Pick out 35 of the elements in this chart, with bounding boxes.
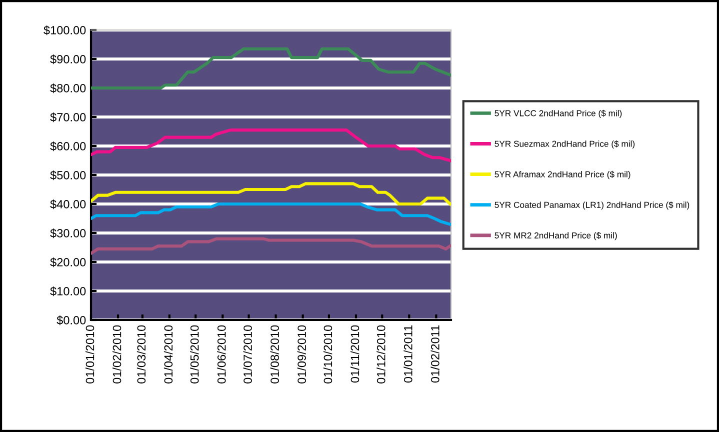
x-tick-label: 01/06/2010 (217, 325, 226, 384)
line-series (91, 182, 451, 206)
x-tick-label: 01/10/2010 (323, 325, 332, 384)
line-series (91, 202, 451, 226)
line-series (91, 237, 451, 255)
x-tick-label: 01/09/2010 (297, 325, 306, 384)
x-tick-label: 01/05/2010 (190, 325, 199, 384)
y-tick-label: $0.00 (56, 316, 86, 326)
y-tick-label: $100.00 (44, 26, 86, 36)
line-series (91, 47, 451, 90)
x-tick-label: 01/11/2010 (350, 325, 360, 383)
x-tick-label: 01/02/2010 (112, 325, 122, 384)
x-tick-label: 01/01/2010 (86, 325, 94, 384)
y-tick-label: $90.00 (50, 54, 86, 64)
line-series (91, 128, 451, 162)
x-tick-label: 01/12/2010 (376, 325, 386, 384)
y-tick-label: $40.00 (50, 200, 86, 210)
legend-label: 5YR VLCC 2ndHand Price ($ mil) (494, 110, 622, 118)
y-tick-label: $50.00 (50, 170, 86, 180)
y-tick-label: $20.00 (50, 258, 86, 268)
y-tick-label: $70.00 (50, 112, 86, 122)
legend-label: 5YR Suezmax 2ndHand Price ($ mil) (494, 140, 635, 149)
x-tick-label: 01/03/2010 (136, 325, 146, 384)
x-tick-label: 01/07/2010 (243, 325, 252, 384)
x-tick-label: 01/01/2011 (404, 325, 412, 383)
x-tick-label: 01/04/2010 (164, 325, 173, 384)
y-tick-label: $80.00 (50, 84, 86, 94)
y-tick-label: $60.00 (50, 142, 86, 152)
legend-label: 5YR Aframax 2ndHand Price ($ mil) (494, 170, 630, 180)
y-tick-label: $30.00 (50, 228, 86, 238)
legend-label: 5YR Coated Panamax (LR1) 2ndHand Price ($ mil) (494, 201, 690, 210)
legend-label: 5YR MR2 2ndHand Price ($ mil) (494, 232, 617, 240)
y-tick-label: $10.00 (50, 286, 86, 296)
x-tick-label: 01/02/2011 (430, 325, 440, 383)
x-tick-label: 01/08/2010 (270, 325, 279, 384)
